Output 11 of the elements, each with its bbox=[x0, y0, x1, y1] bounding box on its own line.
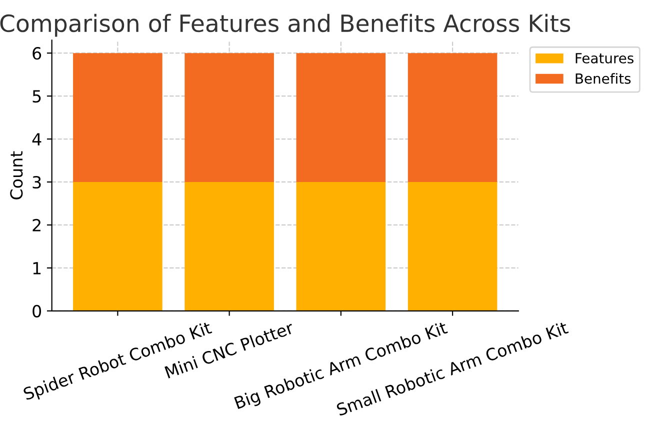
y-tick-label: 6 bbox=[32, 47, 42, 60]
legend-label: Features bbox=[576, 53, 634, 64]
y-tick-label: 0 bbox=[32, 304, 42, 318]
y-tick-label: 3 bbox=[32, 176, 41, 189]
chart-title: Comparison of Features and Benefits Across Kits bbox=[0, 14, 570, 37]
legend-label: Benefits bbox=[576, 73, 631, 84]
y-tick-label: 4 bbox=[32, 133, 42, 146]
y-axis-title: Count bbox=[10, 151, 23, 200]
y-tick-label: 1 bbox=[33, 262, 41, 274]
y-tick-label: 5 bbox=[32, 90, 41, 103]
y-tick-label: 2 bbox=[32, 218, 40, 232]
